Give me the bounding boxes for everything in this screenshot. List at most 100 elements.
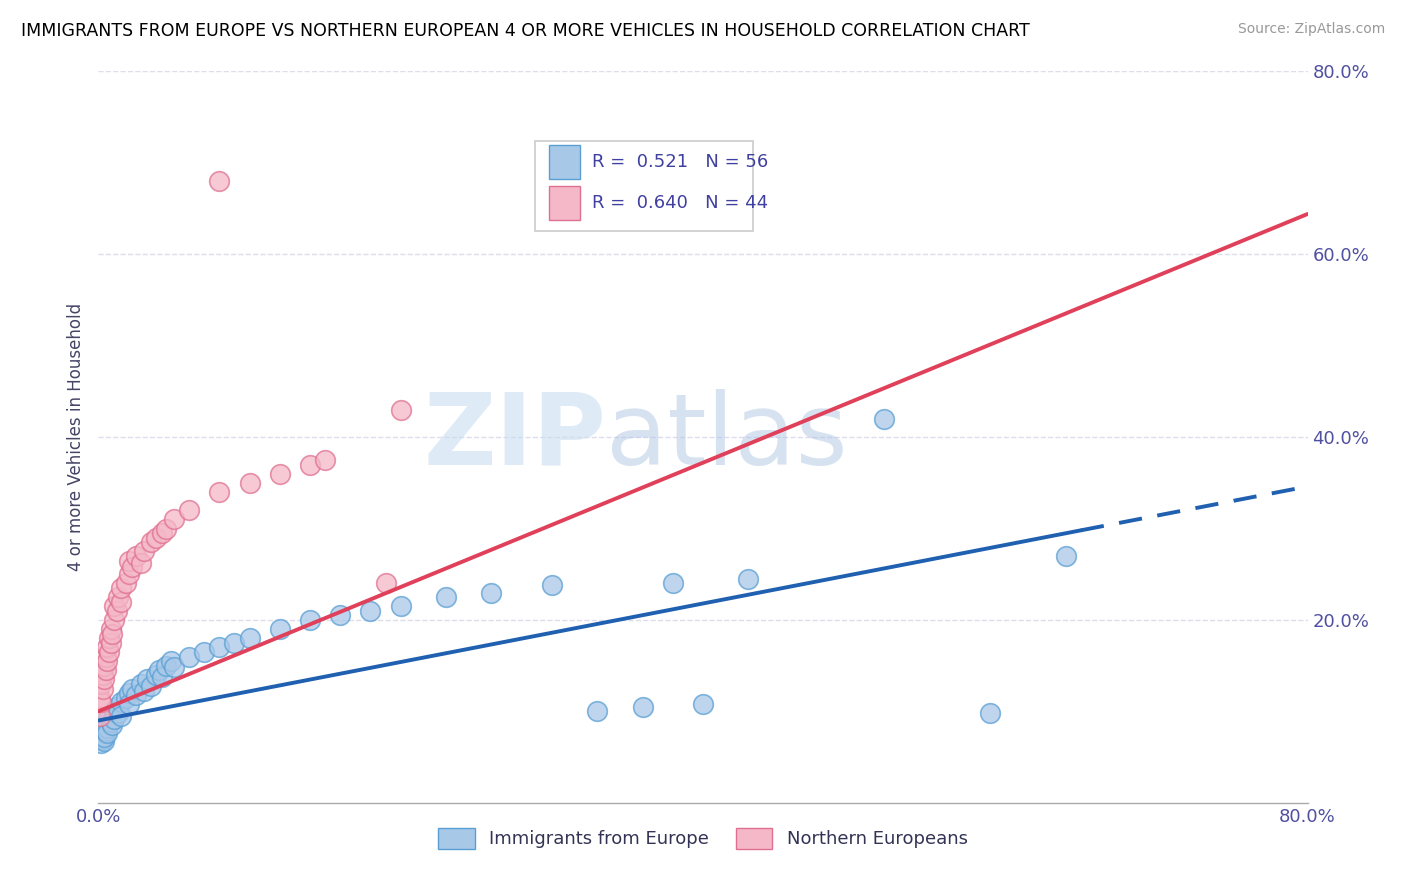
Point — [91, 718, 114, 732]
Point — [125, 549, 148, 563]
Point — [118, 686, 141, 700]
Point — [103, 599, 125, 614]
Point — [129, 677, 152, 691]
Point — [163, 660, 186, 674]
Point — [91, 681, 114, 696]
Text: Source: ZipAtlas.com: Source: ZipAtlas.com — [1237, 22, 1385, 37]
Point — [121, 560, 143, 574]
Point — [100, 622, 122, 636]
Point — [96, 654, 118, 668]
Point — [90, 723, 112, 737]
Point — [141, 679, 163, 693]
Point — [145, 531, 167, 545]
Point — [94, 649, 117, 664]
Point — [299, 613, 322, 627]
Point — [540, 578, 562, 592]
Point — [661, 576, 683, 591]
Point — [434, 590, 457, 604]
Point — [94, 663, 117, 677]
Point — [96, 726, 118, 740]
Text: ZIP: ZIP — [423, 389, 606, 485]
Point — [93, 673, 115, 687]
Point — [114, 690, 136, 705]
Point — [93, 658, 115, 673]
Point — [110, 581, 132, 595]
Point — [150, 670, 173, 684]
Point — [101, 626, 124, 640]
Point — [145, 667, 167, 681]
Point — [107, 590, 129, 604]
Point — [98, 709, 121, 723]
Point — [208, 640, 231, 655]
Point — [374, 576, 396, 591]
Point — [179, 503, 201, 517]
Point — [103, 712, 125, 726]
Point — [193, 645, 215, 659]
Point — [631, 699, 654, 714]
Point — [1054, 549, 1077, 563]
Point — [389, 599, 412, 614]
Text: IMMIGRANTS FROM EUROPE VS NORTHERN EUROPEAN 4 OR MORE VEHICLES IN HOUSEHOLD CORR: IMMIGRANTS FROM EUROPE VS NORTHERN EUROP… — [21, 22, 1029, 40]
Point — [163, 512, 186, 526]
Point — [89, 709, 111, 723]
Text: R =  0.521   N = 56: R = 0.521 N = 56 — [592, 153, 768, 171]
Point — [98, 645, 121, 659]
Point — [481, 585, 503, 599]
Point — [148, 663, 170, 677]
Point — [155, 521, 177, 535]
Point — [110, 695, 132, 709]
Point — [979, 706, 1001, 721]
Point — [329, 608, 352, 623]
Point — [90, 736, 112, 750]
Point — [389, 402, 412, 417]
Point — [314, 453, 336, 467]
Point — [737, 572, 759, 586]
Point — [100, 715, 122, 730]
Point — [132, 544, 155, 558]
Point — [89, 727, 111, 741]
Point — [179, 649, 201, 664]
Point — [100, 636, 122, 650]
Point — [110, 709, 132, 723]
Point — [94, 724, 117, 739]
Point — [101, 718, 124, 732]
Point — [208, 174, 231, 188]
Point — [96, 640, 118, 655]
Point — [141, 535, 163, 549]
Point — [118, 697, 141, 711]
Y-axis label: 4 or more Vehicles in Household: 4 or more Vehicles in Household — [66, 303, 84, 571]
Point — [129, 556, 152, 570]
Legend: Immigrants from Europe, Northern Europeans: Immigrants from Europe, Northern Europea… — [432, 821, 974, 856]
Point — [239, 632, 262, 646]
Point — [93, 733, 115, 747]
Point — [269, 467, 291, 481]
Point — [105, 604, 128, 618]
Point — [89, 690, 111, 705]
Point — [91, 667, 114, 681]
Point — [360, 604, 382, 618]
Point — [110, 594, 132, 608]
Point — [239, 475, 262, 490]
Point — [586, 705, 609, 719]
Point — [269, 622, 291, 636]
Point — [107, 706, 129, 721]
Point — [103, 705, 125, 719]
Point — [105, 699, 128, 714]
Point — [208, 485, 231, 500]
Point — [224, 636, 246, 650]
Point — [103, 613, 125, 627]
Point — [135, 673, 157, 687]
Point — [160, 654, 183, 668]
Point — [94, 714, 117, 728]
Point — [125, 688, 148, 702]
Point — [692, 697, 714, 711]
Point — [98, 632, 121, 646]
Point — [93, 730, 115, 744]
Point — [155, 658, 177, 673]
Point — [150, 526, 173, 541]
Point — [91, 731, 114, 746]
Point — [873, 412, 896, 426]
Point — [118, 567, 141, 582]
Point — [118, 553, 141, 567]
Text: atlas: atlas — [606, 389, 848, 485]
